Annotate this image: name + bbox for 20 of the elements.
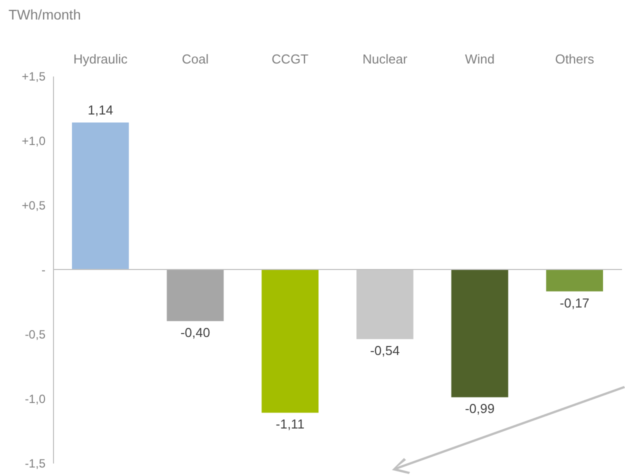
x-tick-label: Coal (182, 52, 209, 66)
x-tick-label: Hydraulic (73, 52, 128, 66)
x-tick-label: CCGT (272, 52, 309, 66)
data-label: -0,40 (180, 325, 210, 340)
y-tick-label: +0,5 (22, 198, 46, 212)
data-label: -0,17 (560, 295, 590, 310)
data-label: -1,11 (276, 416, 304, 432)
y-tick-label: -0,5 (24, 328, 46, 342)
y-tick-label: +1,0 (22, 134, 46, 148)
y-tick-label: -1,0 (24, 392, 46, 406)
y-tick-label: -1,5 (24, 456, 46, 470)
x-tick-label: Others (555, 52, 595, 66)
data-label: -0,99 (464, 401, 495, 416)
y-tick-label: +1,5 (22, 70, 46, 84)
data-label: 1,14 (88, 102, 114, 118)
x-tick-label: Nuclear (362, 52, 408, 66)
data-label: -0,54 (370, 343, 400, 358)
y-axis-title: TWh/month (8, 6, 81, 22)
y-tick-label: - (42, 263, 46, 277)
x-tick-label: Wind (464, 52, 495, 66)
